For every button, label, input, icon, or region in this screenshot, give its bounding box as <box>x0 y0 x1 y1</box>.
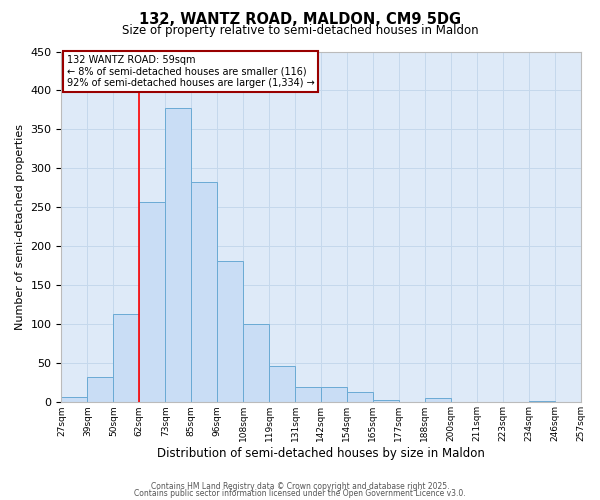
Bar <box>191 182 217 402</box>
Bar <box>113 314 139 402</box>
Bar <box>61 397 88 402</box>
Text: Contains HM Land Registry data © Crown copyright and database right 2025.: Contains HM Land Registry data © Crown c… <box>151 482 449 491</box>
Bar <box>269 366 295 403</box>
Text: Contains public sector information licensed under the Open Government Licence v3: Contains public sector information licen… <box>134 490 466 498</box>
Bar <box>529 400 554 402</box>
Y-axis label: Number of semi-detached properties: Number of semi-detached properties <box>15 124 25 330</box>
Bar <box>217 261 243 402</box>
Bar <box>139 202 165 402</box>
X-axis label: Distribution of semi-detached houses by size in Maldon: Distribution of semi-detached houses by … <box>157 447 485 460</box>
Text: 132, WANTZ ROAD, MALDON, CM9 5DG: 132, WANTZ ROAD, MALDON, CM9 5DG <box>139 12 461 28</box>
Text: 132 WANTZ ROAD: 59sqm
← 8% of semi-detached houses are smaller (116)
92% of semi: 132 WANTZ ROAD: 59sqm ← 8% of semi-detac… <box>67 55 314 88</box>
Bar <box>295 386 321 402</box>
Bar <box>321 386 347 402</box>
Bar <box>425 398 451 402</box>
Text: Size of property relative to semi-detached houses in Maldon: Size of property relative to semi-detach… <box>122 24 478 37</box>
Bar <box>165 108 191 403</box>
Bar <box>88 378 113 402</box>
Bar <box>243 324 269 402</box>
Bar <box>373 400 399 402</box>
Bar <box>347 392 373 402</box>
